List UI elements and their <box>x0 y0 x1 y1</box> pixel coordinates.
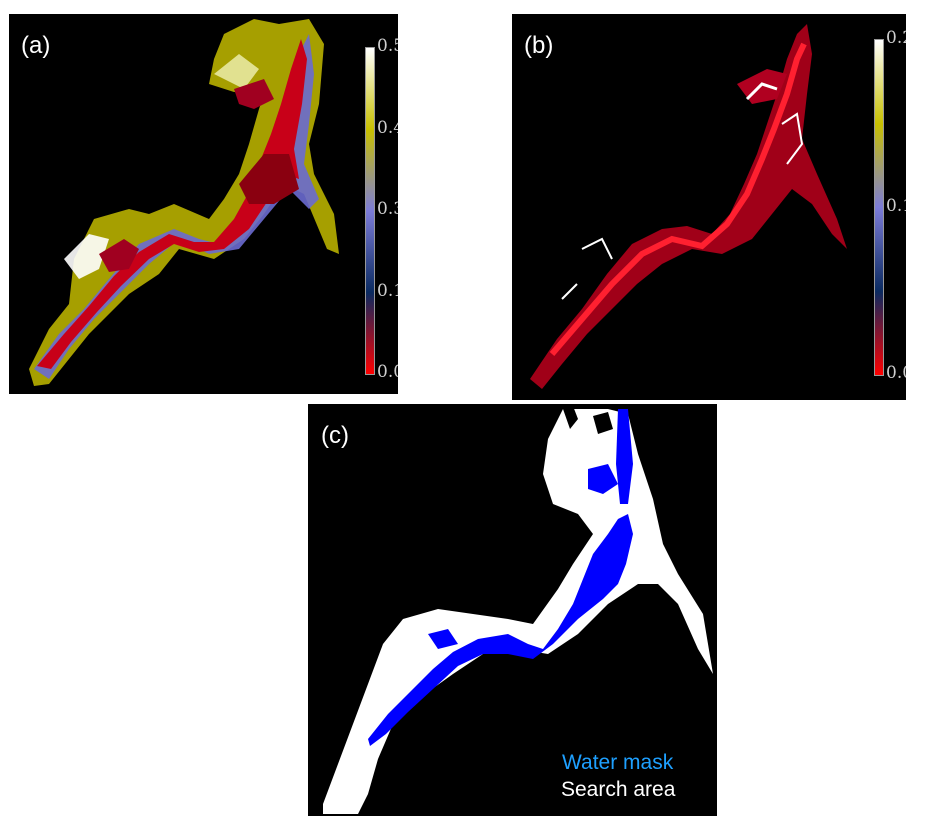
colorbar-tick-label: 0.0 <box>886 363 906 383</box>
colorbar-tick-label: 0.4 <box>377 117 398 138</box>
panel-b-label: (b) <box>524 32 554 59</box>
panel-c-label: (c) <box>321 422 349 449</box>
colorbar-tick-label: 0.2 <box>886 28 906 48</box>
panel-b-map <box>530 24 847 389</box>
panel-a-map <box>29 19 339 386</box>
colorbar-tick-label: 0.1 <box>886 195 906 216</box>
panel-a-label: (a) <box>21 32 51 59</box>
colorbar-tick-label: 0.5 <box>377 36 398 56</box>
colorbar-tick-label: 0.3 <box>377 199 398 219</box>
colorbar-tick-label: 0.0 <box>377 362 398 382</box>
colorbar-tick-label: 0.1 <box>377 280 398 301</box>
panel-b: (b) 0.2 0.1 0.0 <box>512 14 906 400</box>
panel-b-colorbar <box>874 39 884 376</box>
panel-c-map <box>323 406 713 814</box>
panel-a-colorbar <box>365 47 375 375</box>
legend-search-area: Search area <box>561 778 676 801</box>
legend-water-mask: Water mask <box>562 751 674 774</box>
panel-c: (c) Water mask Search area <box>308 404 717 816</box>
panel-a: (a) 0.5 0.4 0.3 0.1 0.0 <box>9 14 398 394</box>
